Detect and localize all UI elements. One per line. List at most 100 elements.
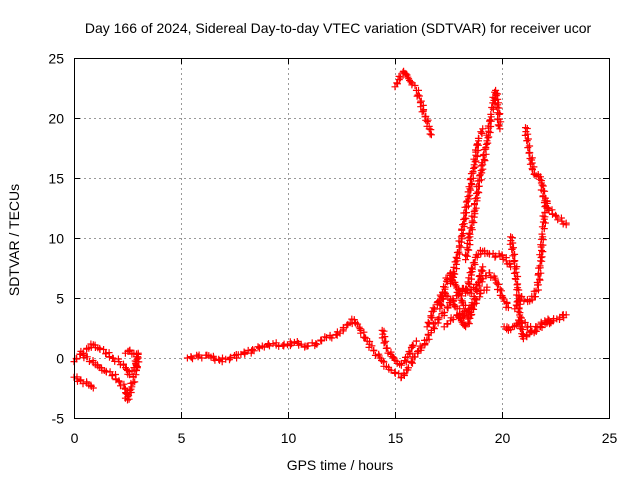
data-point (407, 76, 409, 78)
x-tick-label: 10 (281, 430, 297, 446)
y-tick-label: 0 (56, 351, 64, 367)
data-point (497, 104, 499, 106)
data-point (420, 100, 422, 102)
data-point (537, 284, 540, 286)
data-point (400, 376, 402, 378)
data-point (512, 326, 514, 328)
data-point (118, 361, 120, 363)
data-point (124, 388, 126, 390)
data-point (426, 326, 428, 328)
data-point (86, 347, 88, 349)
data-point (283, 345, 285, 347)
data-point (529, 332, 531, 334)
data-point (482, 250, 484, 252)
data-point (520, 296, 522, 298)
data-point (385, 365, 387, 367)
series-track-j (440, 263, 487, 331)
data-point (99, 367, 101, 369)
data-point (424, 116, 426, 118)
data-points (70, 67, 570, 404)
data-point (539, 176, 542, 178)
data-point (462, 316, 465, 318)
data-point (469, 317, 471, 319)
y-tick-label: 5 (56, 291, 64, 307)
data-point (548, 209, 550, 211)
series-track-q (511, 197, 551, 313)
y-tick-label: -5 (52, 411, 65, 427)
series-track-k (462, 246, 515, 297)
data-point (510, 236, 512, 238)
series-track-f (378, 326, 420, 369)
data-point (129, 350, 131, 352)
data-point (124, 367, 126, 369)
data-point (129, 374, 131, 376)
data-point (546, 322, 548, 324)
data-point (124, 352, 126, 354)
data-point (518, 308, 520, 310)
data-point (520, 326, 522, 328)
data-point (482, 266, 484, 268)
data-point (445, 280, 447, 282)
data-point (475, 254, 477, 256)
data-point (403, 70, 405, 72)
data-point-marks (391, 67, 435, 139)
data-point (507, 329, 509, 331)
tick-labels: 0 5 10 15 20 25 -5 0 5 10 15 20 25 (48, 51, 617, 447)
data-point (465, 259, 467, 261)
data-point (439, 308, 441, 310)
data-point (430, 329, 432, 331)
data-point (524, 127, 527, 129)
data-point (456, 308, 458, 310)
y-tick-label: 10 (48, 231, 64, 247)
data-point (554, 214, 557, 216)
data-point (229, 357, 231, 359)
data-point (360, 329, 362, 331)
data-point (79, 353, 81, 355)
data-point (315, 343, 317, 345)
data-point (135, 369, 137, 371)
data-point (443, 291, 445, 293)
data-point (469, 236, 471, 238)
data-point (529, 152, 531, 154)
data-point (186, 357, 188, 359)
data-point (533, 173, 535, 175)
data-point (443, 326, 445, 328)
data-point (501, 254, 503, 256)
data-point (465, 212, 467, 214)
data-point (503, 326, 505, 328)
data-point (482, 128, 484, 130)
data-point (411, 346, 413, 348)
data-point (261, 345, 263, 347)
data-point (293, 341, 295, 343)
x-tick-label: 20 (495, 430, 511, 446)
data-point-marks (447, 125, 487, 288)
data-point (394, 359, 396, 361)
data-point (92, 362, 94, 364)
data-point (473, 211, 475, 213)
data-point (458, 292, 460, 294)
data-point (460, 236, 462, 238)
data-point (105, 352, 107, 354)
data-point (488, 272, 490, 274)
y-axis-label: SDTVAR / TECUs (6, 184, 22, 296)
data-point (133, 352, 135, 354)
data-point (462, 304, 465, 306)
data-point (411, 82, 413, 84)
data-point (535, 326, 537, 328)
data-point (477, 281, 480, 283)
data-point (381, 329, 383, 331)
data-point (86, 382, 88, 384)
data-point (454, 281, 456, 283)
data-point (559, 316, 561, 318)
data-point (450, 283, 452, 285)
data-point (473, 298, 475, 300)
data-point (347, 323, 349, 325)
data-point (428, 125, 430, 127)
data-point (477, 140, 480, 142)
data-point (533, 296, 535, 298)
data-point (533, 332, 535, 334)
series-track-e (183, 269, 512, 382)
data-point (197, 356, 199, 358)
data-point (417, 350, 420, 352)
data-point (86, 356, 88, 358)
